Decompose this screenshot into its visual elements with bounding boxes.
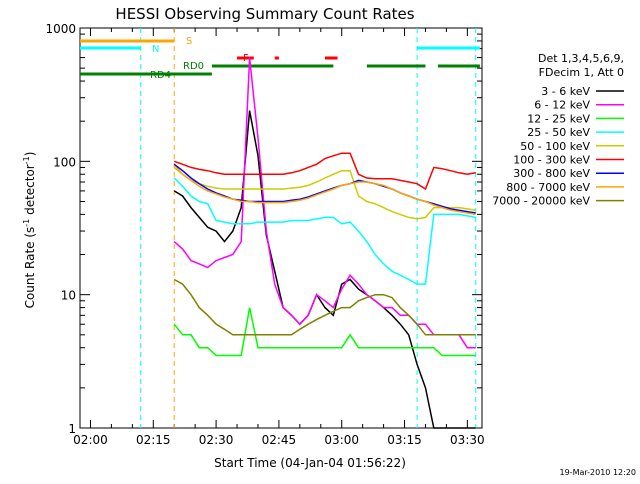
legend-label: 300 - 800 keV <box>513 167 590 180</box>
y-tick-label: 100 <box>53 155 76 169</box>
legend: Det 1,3,4,5,6,9, FDecim 1, Att 0 3 - 6 k… <box>492 52 624 208</box>
y-axis-label: Count Rate (s-1 detector-1) <box>22 152 37 309</box>
legend-label: 100 - 300 keV <box>513 154 590 167</box>
y-label-sup-1: -1 <box>22 219 31 227</box>
x-tick-label: 02:30 <box>199 433 234 447</box>
series-line <box>173 152 476 191</box>
legend-label: 25 - 50 keV <box>527 126 590 139</box>
y-tick-label: 1000 <box>45 22 76 36</box>
series-line <box>173 278 476 336</box>
vertical-markers <box>140 28 477 428</box>
legend-label: 7000 - 20000 keV <box>492 195 590 208</box>
state-bar-label: N <box>152 44 159 55</box>
series-line <box>173 177 476 285</box>
x-tick-label: 03:15 <box>387 433 422 447</box>
state-bar-label: RD0 <box>183 61 204 72</box>
chart-title: HESSI Observing Summary Count Rates <box>115 5 414 23</box>
x-axis-label: Start Time (04-Jan-04 01:56:22) <box>214 456 406 470</box>
series-line <box>173 110 476 429</box>
legend-label: 3 - 6 keV <box>541 85 590 98</box>
legend-label: 12 - 25 keV <box>527 112 590 125</box>
x-tick-label: 02:15 <box>136 433 171 447</box>
series-line <box>173 163 476 220</box>
x-tick-label: 03:00 <box>324 433 359 447</box>
legend-header-2: FDecim 1, Att 0 <box>539 66 624 79</box>
x-tick-label: 02:45 <box>262 433 297 447</box>
y-label-end: ) <box>23 152 37 157</box>
x-tick-label: 03:30 <box>450 433 485 447</box>
series-line <box>173 57 476 349</box>
state-bar-label: F <box>243 53 249 64</box>
axis-ticks: 02:00 02:15 02:30 02:45 03:00 03:15 03:30 1 10 10… <box>45 22 484 447</box>
y-label-sup-2: -1 <box>22 156 31 164</box>
series-line <box>173 307 476 357</box>
legend-header-1: Det 1,3,4,5,6,9, <box>538 52 624 65</box>
y-label-main: Count Rate (s <box>23 227 37 309</box>
legend-label: 800 - 7000 keV <box>506 181 590 194</box>
series-line <box>173 166 476 216</box>
series-group <box>173 57 476 429</box>
state-bar-label: S <box>186 36 192 47</box>
y-tick-label: 10 <box>61 289 76 303</box>
legend-label: 6 - 12 keV <box>534 99 590 112</box>
x-tick-label: 02:00 <box>73 433 108 447</box>
y-label-mid: detector <box>23 164 37 219</box>
state-bar-label: RD4 <box>150 70 171 81</box>
y-tick-label: 1 <box>68 422 76 436</box>
legend-label: 50 - 100 keV <box>520 140 590 153</box>
plot-frame <box>79 27 483 429</box>
state-bars: S N RD0 RD4 F <box>80 36 480 81</box>
footer-date: 19-Mar-2010 12:20 <box>560 468 637 477</box>
